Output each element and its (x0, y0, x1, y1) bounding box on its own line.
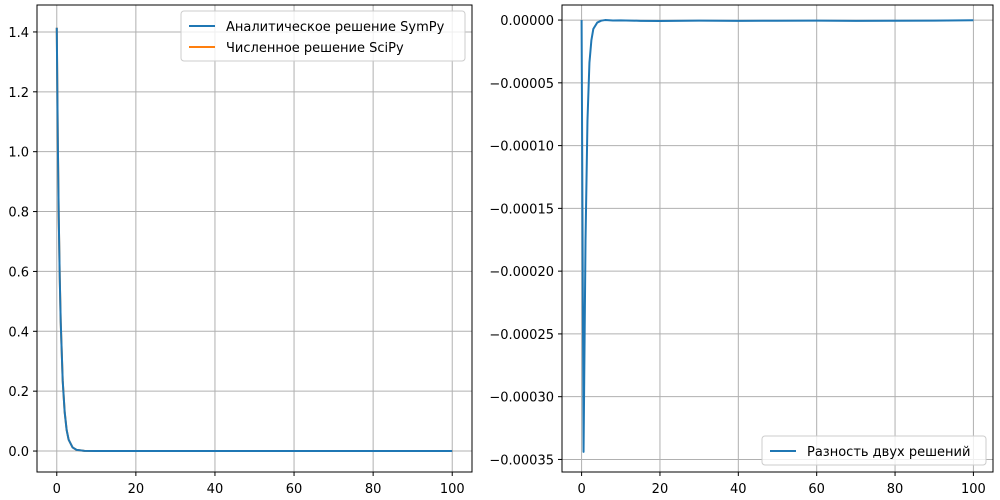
difference-chart: 0 20 40 60 80 100 0.00000 −0.00005 −0.00010 −0.00… (489, 4, 994, 497)
y-tick-label: −0.00005 (489, 77, 554, 92)
y-tick-label: 0.4 (8, 325, 29, 340)
y-tick-label: −0.00015 (489, 202, 554, 217)
solutions-series-lines (55, 27, 453, 453)
solutions-legend: Аналитическое решение SymPy Численное ре… (180, 10, 466, 62)
x-tick-label: 0 (577, 482, 585, 497)
solutions-ticks: 0 20 40 60 80 100 0.0 0.2 0.4 0.6 0.8 1.0 1.2 1.4 (8, 26, 464, 497)
y-tick-label: −0.00030 (489, 391, 554, 406)
difference-legend-box (761, 435, 987, 466)
x-tick-label: 80 (887, 482, 904, 497)
legend-label-scipy: Численное решение SciPy (226, 41, 404, 56)
x-tick-label: 60 (808, 482, 825, 497)
y-tick-label: 0.8 (8, 206, 29, 221)
difference-ticks: 0 20 40 60 80 100 0.00000 −0.00005 −0.00010 −0.00… (489, 14, 985, 497)
x-tick-label: 80 (365, 482, 382, 497)
y-tick-label: −0.00025 (489, 328, 554, 343)
y-tick-label: −0.00020 (489, 265, 554, 280)
difference-plot-frame (561, 4, 994, 473)
x-tick-label: 40 (207, 482, 224, 497)
y-tick-label: 0.00000 (500, 14, 554, 29)
x-tick-label: 0 (53, 482, 61, 497)
y-tick-label: 1.0 (8, 146, 29, 161)
y-tick-label: −0.00010 (489, 140, 554, 155)
y-tick-label: 0.0 (8, 445, 29, 460)
series-line-sympy (55, 27, 453, 453)
x-tick-label: 20 (652, 482, 669, 497)
x-tick-label: 60 (286, 482, 303, 497)
difference-legend: Разность двух решений (761, 435, 987, 466)
x-tick-label: 20 (128, 482, 145, 497)
solutions-plot-frame (36, 4, 473, 473)
x-tick-label: 40 (730, 482, 747, 497)
x-tick-label: 100 (961, 482, 986, 497)
y-tick-label: 1.4 (8, 26, 29, 41)
y-tick-label: 0.6 (8, 265, 29, 280)
difference-series-lines (580, 19, 974, 453)
legend-label-difference: Разность двух решений (807, 445, 970, 460)
solutions-legend-box (180, 10, 466, 62)
legend-label-sympy: Аналитическое решение SymPy (226, 20, 445, 35)
y-tick-label: −0.00035 (489, 453, 554, 468)
solutions-chart: 0 20 40 60 80 100 0.0 0.2 0.4 0.6 0.8 1.0 1.2 1.4 Ана… (8, 4, 473, 497)
y-tick-label: 0.2 (8, 385, 29, 400)
series-line-difference (580, 19, 974, 453)
x-tick-label: 100 (440, 482, 465, 497)
y-tick-label: 1.2 (8, 86, 29, 101)
